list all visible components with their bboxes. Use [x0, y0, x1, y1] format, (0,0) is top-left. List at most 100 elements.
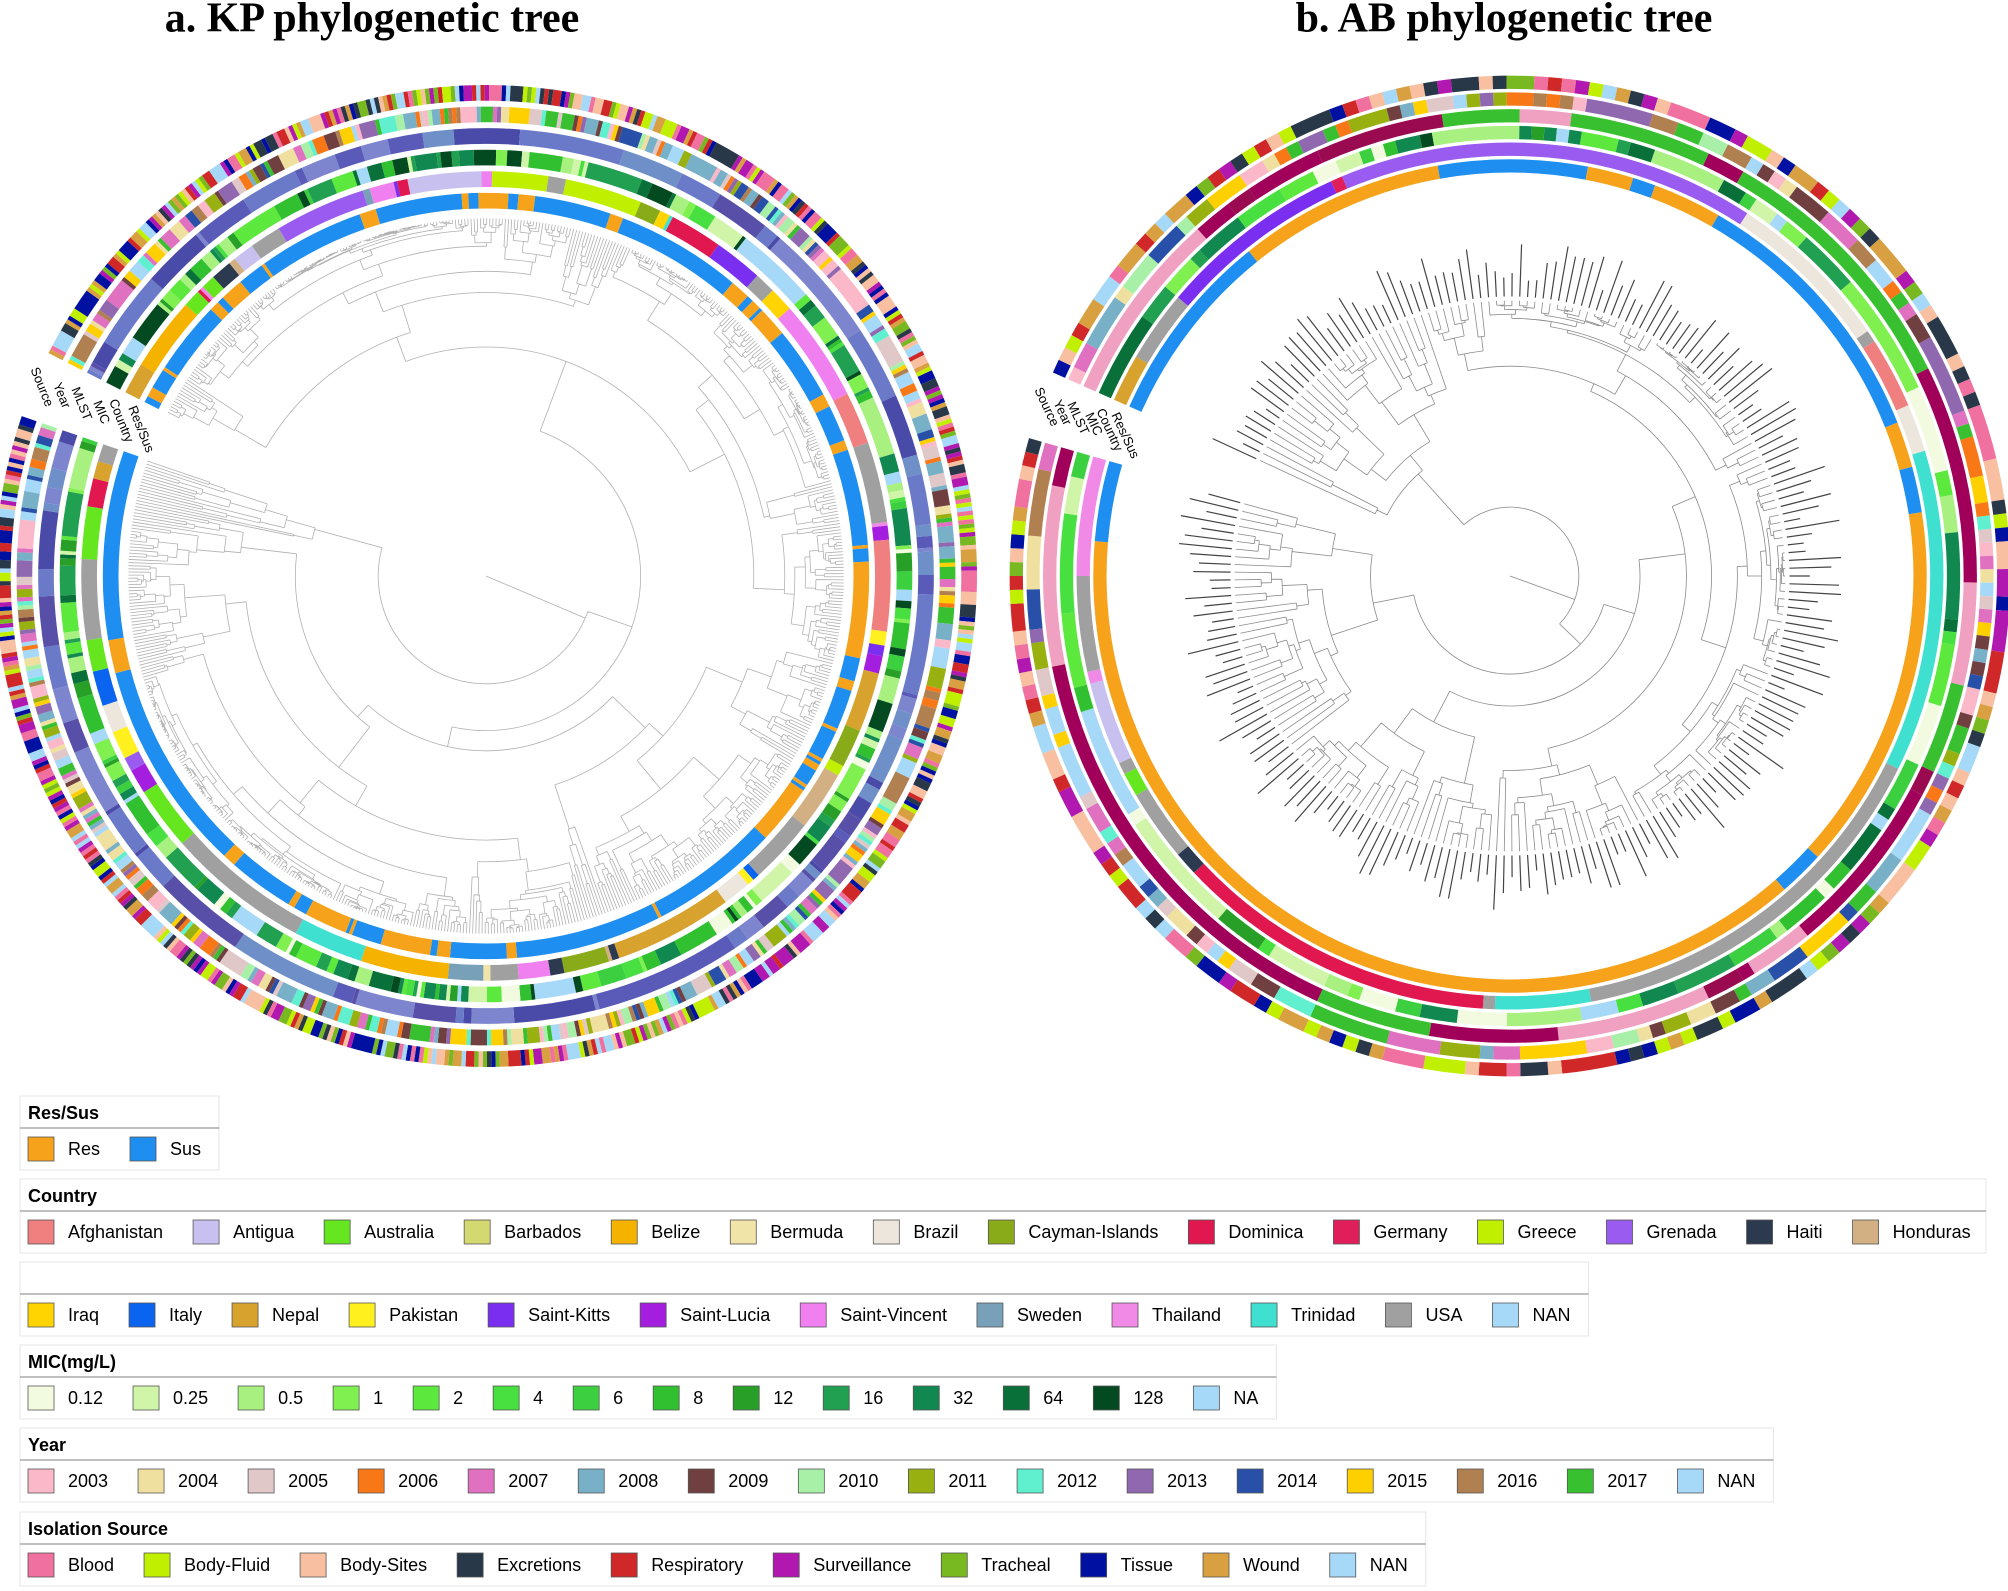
ring-segment [665, 217, 719, 258]
ring-segment [1099, 825, 1119, 844]
legend-swatch [572, 1385, 600, 1411]
ring-segment [753, 963, 770, 982]
ring-segment [0, 635, 15, 642]
ring-segment [895, 589, 913, 602]
ring-segment [1767, 946, 1808, 981]
ring-segment [1025, 697, 1042, 714]
ring-segment [146, 243, 166, 264]
ring-segment [674, 921, 717, 955]
legend-label: Wound [1243, 1555, 1300, 1575]
ring-segment [1824, 861, 1851, 889]
ring-segment [1330, 176, 1348, 194]
ring-segment [957, 629, 974, 636]
ring-segment [17, 608, 35, 619]
ring-segment [107, 844, 126, 861]
ring-segment [486, 1051, 492, 1067]
ring-segment [18, 720, 36, 734]
ring-segment [197, 200, 214, 218]
ring-segment [169, 939, 187, 958]
ring-segment [291, 123, 303, 140]
ring-segment [48, 349, 65, 361]
ring-segment [888, 723, 907, 741]
ring-segment [1866, 259, 1894, 290]
ring-segment [1107, 836, 1126, 855]
ring-segment [412, 1002, 457, 1023]
ring-segment [195, 232, 209, 247]
ring-segment [856, 304, 874, 321]
ring-segment [202, 277, 224, 299]
ring-segment [736, 977, 749, 994]
ring-segment [811, 833, 846, 871]
ring-segment [219, 161, 232, 177]
ring-segment [855, 390, 874, 404]
ring-segment [267, 155, 286, 175]
ring-segment [913, 723, 930, 733]
ring-segment [1745, 969, 1775, 995]
ring-segment [612, 102, 621, 119]
ring-segment [1478, 1062, 1507, 1077]
ring-segment [1450, 76, 1480, 93]
ring-segment [272, 980, 284, 996]
legend-swatch [1236, 1468, 1264, 1494]
ring-segment [510, 1028, 525, 1045]
ring-segment [787, 940, 801, 956]
ring-segment [401, 978, 409, 995]
ring-segment [66, 822, 85, 839]
ring-segment [1848, 883, 1877, 912]
ring-segment [45, 786, 62, 798]
ring-segment [1265, 132, 1285, 151]
ring-segment [235, 933, 339, 997]
ring-segment [59, 565, 76, 596]
ring-segment [317, 999, 328, 1016]
ring-segment [1850, 218, 1870, 238]
ring-segment [286, 1010, 297, 1027]
ring-segment [782, 916, 797, 932]
legend-swatch [797, 1468, 825, 1494]
ring-segment [865, 859, 881, 873]
ring-segment [124, 270, 142, 287]
ring-segment [102, 451, 139, 641]
ring-segment [892, 368, 909, 379]
ring-segment [348, 919, 358, 935]
ring-segment [677, 150, 692, 169]
ring-segment [805, 754, 822, 765]
ring-segment [517, 960, 551, 980]
ring-segment [412, 980, 419, 997]
ring-segment [1043, 485, 1066, 667]
ring-segment [295, 919, 366, 961]
ring-segment [961, 570, 977, 593]
ring-segment [1557, 986, 1709, 1041]
ring-segment [1142, 286, 1176, 325]
ring-segment [474, 1051, 479, 1067]
ring-segment [445, 1028, 452, 1045]
ring-segment [0, 503, 16, 511]
legend-swatch [299, 1552, 327, 1578]
ring-segment [191, 205, 208, 223]
ring-segment [454, 85, 460, 102]
ring-segment [17, 604, 34, 610]
ring-segment [392, 1042, 400, 1059]
ring-segment [751, 861, 793, 901]
ring-segment [871, 328, 890, 344]
ring-segment [954, 649, 972, 657]
ring-segment [765, 179, 779, 195]
ring-segment [748, 166, 761, 183]
ring-segment [823, 686, 852, 729]
ring-segment [223, 158, 236, 175]
ring-segment [123, 792, 139, 804]
legend-label: Body-Fluid [184, 1555, 270, 1575]
ring-segment [1736, 171, 1929, 375]
ring-segment [1627, 1045, 1645, 1062]
ring-segment [506, 1029, 512, 1045]
ring-segment [548, 957, 565, 976]
ring-segment [606, 123, 615, 140]
ring-segment [1661, 1012, 1692, 1034]
ring-segment [194, 178, 208, 194]
ring-segment [894, 607, 912, 620]
ring-segment [1033, 723, 1055, 754]
ring-segment [1749, 199, 1778, 225]
ring-segment [126, 899, 144, 917]
ring-segment [118, 240, 139, 261]
ring-segment [891, 364, 907, 376]
